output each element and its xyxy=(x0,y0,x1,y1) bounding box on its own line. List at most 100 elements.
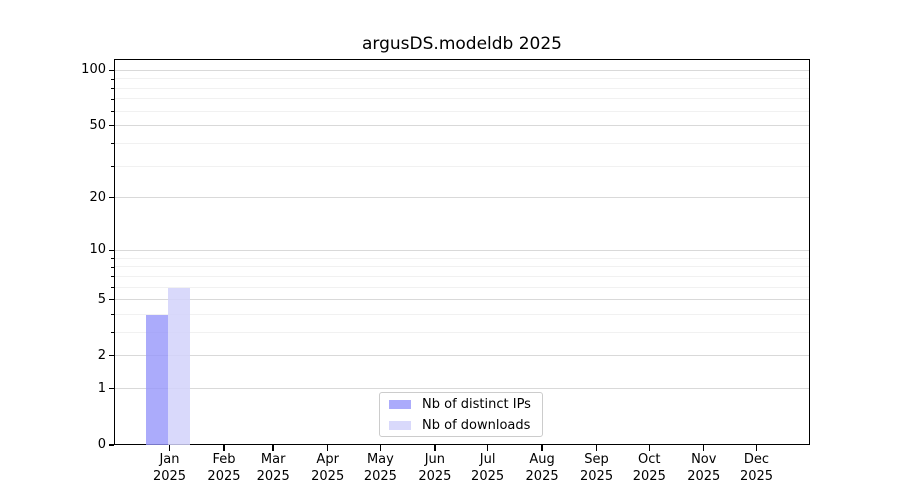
minor-gridline xyxy=(115,313,809,315)
minor-gridline xyxy=(115,257,809,259)
year-label: 2025 xyxy=(363,468,397,484)
year-label: 2025 xyxy=(152,468,187,484)
y-tick-label: 10 xyxy=(89,242,106,258)
major-gridline xyxy=(115,249,809,251)
year-label: 2025 xyxy=(418,468,452,484)
bar-jan-series1 xyxy=(167,287,190,445)
y-minor-tick-mark xyxy=(110,314,114,316)
month-label: Oct xyxy=(638,452,661,467)
minor-gridline xyxy=(115,78,809,80)
y-minor-tick-mark xyxy=(110,111,114,113)
y-minor-tick-mark xyxy=(110,166,114,168)
y-tick-mark xyxy=(108,355,114,357)
minor-gridline xyxy=(115,110,809,112)
x-tick-mark xyxy=(755,445,758,451)
bar-jan-series0 xyxy=(145,315,168,445)
y-minor-tick-mark xyxy=(110,143,114,145)
y-tick-label: 20 xyxy=(89,189,106,205)
y-minor-tick-mark xyxy=(110,258,114,260)
y-tick-mark xyxy=(108,298,114,301)
x-tick-mark xyxy=(595,445,598,451)
legend-item: Nb of downloads xyxy=(380,416,542,435)
chart-title: argusDS.modeldb 2025 xyxy=(362,34,562,54)
major-gridline xyxy=(115,197,809,199)
x-tick-mark xyxy=(703,445,705,451)
year-label: 2025 xyxy=(207,468,241,484)
month-label: Nov xyxy=(691,452,717,467)
x-tick-mark xyxy=(541,445,543,451)
y-tick-mark xyxy=(108,125,114,127)
y-minor-tick-mark xyxy=(110,78,114,80)
x-tick-mark xyxy=(223,445,225,451)
major-gridline xyxy=(115,299,809,301)
x-tick-label-apr: Apr 2025 xyxy=(296,452,360,485)
month-label: Mar xyxy=(260,452,286,467)
minor-gridline xyxy=(115,266,809,268)
y-tick-mark xyxy=(108,249,114,251)
y-tick-mark xyxy=(108,69,114,71)
year-label: 2025 xyxy=(471,468,505,484)
month-label: Feb xyxy=(212,452,236,467)
year-label: 2025 xyxy=(687,468,721,484)
minor-gridline xyxy=(115,98,809,100)
year-label: 2025 xyxy=(311,468,345,484)
legend-swatch xyxy=(389,400,411,409)
month-label: Dec xyxy=(743,452,770,467)
minor-gridline xyxy=(115,87,809,89)
x-tick-label-dec: Dec 2025 xyxy=(725,452,789,485)
legend-label: Nb of distinct IPs xyxy=(422,397,531,412)
y-minor-tick-mark xyxy=(110,332,114,334)
month-label: Aug xyxy=(529,452,555,467)
y-tick-mark xyxy=(108,388,114,390)
year-label: 2025 xyxy=(632,468,666,484)
x-tick-mark xyxy=(326,445,329,451)
minor-gridline xyxy=(115,165,809,167)
plot-area: Nb of distinct IPs Nb of downloads xyxy=(114,59,810,445)
legend-item: Nb of distinct IPs xyxy=(380,395,542,414)
month-label: Jun xyxy=(424,452,446,467)
month-label: Apr xyxy=(316,452,339,467)
x-tick-mark xyxy=(648,445,650,451)
y-tick-label: 2 xyxy=(97,347,106,363)
year-label: 2025 xyxy=(256,468,290,484)
major-gridline xyxy=(115,69,809,71)
y-minor-tick-mark xyxy=(110,286,114,288)
y-minor-tick-mark xyxy=(110,266,114,268)
x-tick-label-mar: Mar 2025 xyxy=(241,452,305,485)
x-tick-label-jan: Jan 2025 xyxy=(138,452,202,485)
legend: Nb of distinct IPs Nb of downloads xyxy=(379,392,543,437)
x-tick-label-sep: Sep 2025 xyxy=(565,452,629,485)
x-tick-mark xyxy=(379,445,382,451)
x-tick-label-may: May 2025 xyxy=(348,452,412,485)
y-tick-label: 50 xyxy=(89,117,106,133)
x-tick-mark xyxy=(272,445,274,451)
month-label: Jul xyxy=(479,452,496,467)
y-minor-tick-mark xyxy=(110,276,114,278)
year-label: 2025 xyxy=(739,468,774,484)
x-tick-mark xyxy=(434,445,436,451)
y-minor-tick-mark xyxy=(110,98,114,100)
legend-swatch xyxy=(389,421,411,430)
major-gridline xyxy=(115,355,809,357)
minor-gridline xyxy=(115,332,809,334)
minor-gridline xyxy=(115,143,809,145)
x-tick-label-feb: Feb 2025 xyxy=(192,452,256,485)
x-tick-label-oct: Oct 2025 xyxy=(617,452,681,485)
month-label: Sep xyxy=(584,452,609,467)
x-tick-mark xyxy=(486,445,489,451)
major-gridline xyxy=(115,125,809,127)
y-tick-mark xyxy=(108,197,114,199)
y-tick-label: 0 xyxy=(97,437,106,452)
year-label: 2025 xyxy=(580,468,614,484)
month-label: Jan xyxy=(159,452,180,467)
x-tick-label-aug: Aug 2025 xyxy=(510,452,574,485)
minor-gridline xyxy=(115,275,809,277)
legend-label: Nb of downloads xyxy=(422,418,531,433)
y-tick-label: 100 xyxy=(81,62,106,78)
x-tick-label-nov: Nov 2025 xyxy=(672,452,736,485)
y-minor-tick-mark xyxy=(110,88,114,90)
x-tick-mark xyxy=(168,445,171,451)
year-label: 2025 xyxy=(525,468,559,484)
y-tick-label: 5 xyxy=(97,291,106,307)
